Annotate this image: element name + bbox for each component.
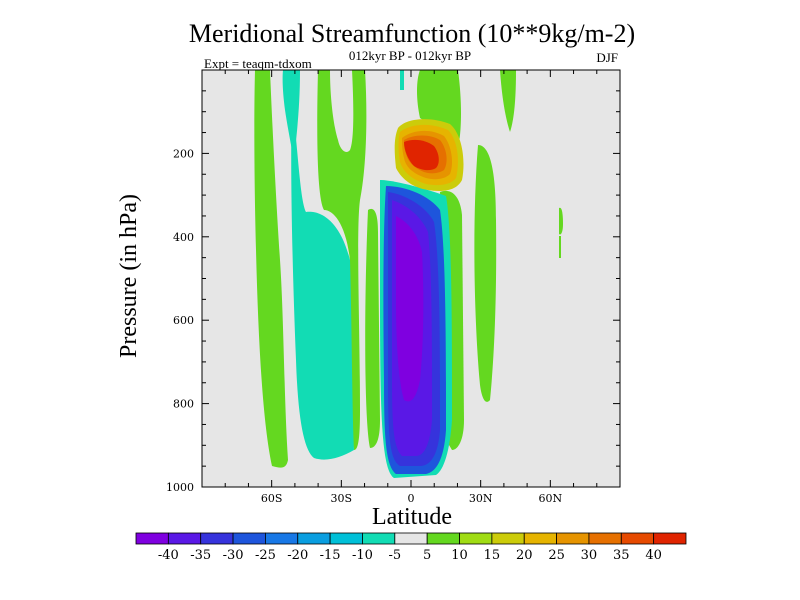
colorbar-swatch-8 xyxy=(394,532,428,545)
colorbar-label-1: -35 xyxy=(190,548,211,563)
contour-purple-core xyxy=(396,216,424,402)
contour-green-eq-left xyxy=(365,208,380,448)
colorbar-label-13: 30 xyxy=(581,548,598,563)
colorbar-label-7: -5 xyxy=(388,548,401,563)
y-axis-label: Pressure (in hPa) xyxy=(116,194,142,358)
colorbar-label-12: 25 xyxy=(548,548,565,563)
colorbar-label-3: -25 xyxy=(255,548,276,563)
colorbar-label-5: -15 xyxy=(320,548,341,563)
colorbar: -40 -35 -30 -25 -20 -15 -10 -5 5 10 15 20 25 30 35 40 xyxy=(135,532,687,563)
contour-green-30s xyxy=(317,70,367,450)
colorbar-swatch-13 xyxy=(556,532,590,545)
season-label: DJF xyxy=(596,50,618,65)
contour-green-upper-right xyxy=(500,70,516,132)
x-tick-label-4: 60N xyxy=(539,492,563,505)
x-tick-label-1: 30S xyxy=(331,492,353,505)
colorbar-swatch-4 xyxy=(265,532,299,545)
y-tick-label-2: 600 xyxy=(173,314,194,327)
contour-cyan-top xyxy=(400,70,404,90)
minor-ticks xyxy=(202,70,620,487)
x-axis: 60S 30S 0 30N 60N xyxy=(261,70,563,505)
colorbar-label-6: -10 xyxy=(352,548,373,563)
colorbar-swatch-9 xyxy=(426,532,460,545)
colorbar-swatch-5 xyxy=(297,532,331,545)
contour-red xyxy=(404,139,439,171)
plot-area xyxy=(201,69,621,488)
colorbar-label-15: 40 xyxy=(645,548,662,563)
contour-green-60s xyxy=(254,70,288,468)
colorbar-label-9: 10 xyxy=(451,548,468,563)
experiment-label: Expt = teaqm-tdxom xyxy=(204,56,312,71)
colorbar-swatch-15 xyxy=(620,532,655,545)
x-tick-label-3: 30N xyxy=(469,492,493,505)
y-tick-label-0: 200 xyxy=(173,147,194,160)
y-tick-label-3: 800 xyxy=(173,398,194,411)
colorbar-swatch-11 xyxy=(491,532,525,545)
x-axis-label: Latitude xyxy=(372,504,452,530)
colorbar-swatch-3 xyxy=(232,532,266,545)
colorbar-swatch-2 xyxy=(200,532,234,545)
contour-cyan-30s xyxy=(291,100,354,460)
contour-green-30n xyxy=(474,145,497,402)
chart-subtitle: 012kyr BP - 012kyr BP xyxy=(349,48,471,63)
colorbar-swatch-16 xyxy=(653,532,687,545)
y-tick-label-4: 1000 xyxy=(166,481,194,494)
colorbar-label-14: 35 xyxy=(613,548,630,563)
y-axis: 200 400 600 800 1000 xyxy=(166,147,620,494)
x-tick-label-0: 60S xyxy=(261,492,283,505)
colorbar-label-4: -20 xyxy=(287,548,308,563)
colorbar-swatch-14 xyxy=(588,532,622,545)
colorbar-label-11: 20 xyxy=(516,548,533,563)
colorbar-swatch-6 xyxy=(329,532,363,545)
colorbar-label-0: -40 xyxy=(158,548,179,563)
contour-green-60n xyxy=(559,207,563,235)
colorbar-label-2: -30 xyxy=(223,548,244,563)
colorbar-swatch-7 xyxy=(362,532,396,545)
colorbar-swatch-10 xyxy=(459,532,493,545)
colorbar-swatch-1 xyxy=(167,532,202,545)
colorbar-swatch-0 xyxy=(135,532,169,545)
x-tick-label-2: 0 xyxy=(408,492,415,505)
colorbar-label-8: 5 xyxy=(423,548,431,563)
y-tick-label-1: 400 xyxy=(173,231,194,244)
contour-green-60n-line xyxy=(559,236,561,258)
colorbar-label-10: 15 xyxy=(484,548,501,563)
chart-title: Meridional Streamfunction (10**9kg/m-2) xyxy=(189,19,635,48)
colorbar-swatch-12 xyxy=(523,532,557,545)
